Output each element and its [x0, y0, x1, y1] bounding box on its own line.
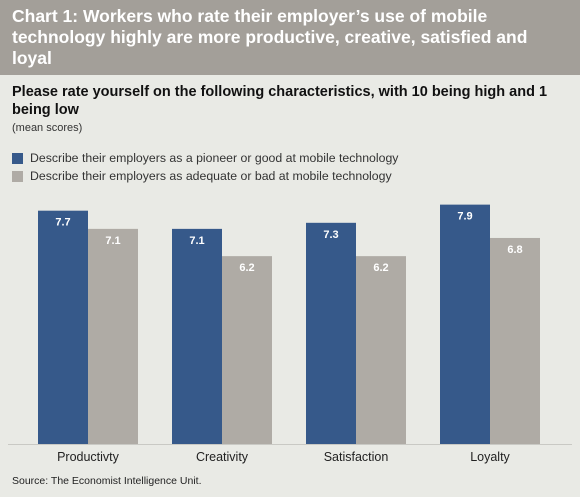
data-label-loyalty-series-1: 7.9	[457, 211, 472, 223]
data-label-productivty-series-1: 7.7	[55, 217, 70, 229]
x-tick-label-satisfaction: Satisfaction	[324, 450, 389, 464]
data-label-creativity-series-2: 6.2	[239, 262, 254, 274]
data-label-satisfaction-series-2: 6.2	[373, 262, 388, 274]
legend-label-series-1: Describe their employers as a pioneer or…	[30, 151, 399, 165]
legend-label-series-2: Describe their employers as adequate or …	[30, 169, 392, 183]
bar-loyalty-series-2	[490, 237, 540, 444]
bar-productivty-series-2	[88, 228, 138, 444]
bar-creativity-series-1	[172, 228, 222, 444]
data-label-productivty-series-2: 7.1	[105, 235, 120, 247]
units-note: (mean scores)	[12, 122, 83, 134]
bar-productivty-series-1	[38, 210, 88, 444]
x-tick-label-creativity: Creativity	[196, 450, 249, 464]
bar-satisfaction-series-1	[306, 222, 356, 444]
bar-creativity-series-2	[222, 256, 272, 444]
source-note: Source: The Economist Intelligence Unit.	[12, 475, 202, 487]
legend-swatch-series-1	[12, 152, 23, 164]
legend-item-series-2: Describe their employers as adequate or …	[12, 168, 392, 184]
data-label-creativity-series-1: 7.1	[189, 235, 204, 247]
chart-subtitle: Please rate yourself on the following ch…	[12, 84, 548, 118]
chart-title: Chart 1: Workers who rate their employer…	[12, 6, 528, 68]
legend-swatch-series-2	[12, 170, 23, 182]
data-label-loyalty-series-2: 6.8	[507, 244, 522, 256]
x-tick-label-loyalty: Loyalty	[470, 450, 510, 464]
bar-loyalty-series-1	[440, 204, 490, 444]
data-label-satisfaction-series-1: 7.3	[323, 229, 338, 241]
title-banner: Chart 1: Workers who rate their employer…	[0, 0, 580, 75]
x-tick-label-productivty: Productivty	[57, 450, 120, 464]
bar-satisfaction-series-2	[356, 256, 406, 444]
legend-item-series-1: Describe their employers as a pioneer or…	[12, 150, 398, 166]
